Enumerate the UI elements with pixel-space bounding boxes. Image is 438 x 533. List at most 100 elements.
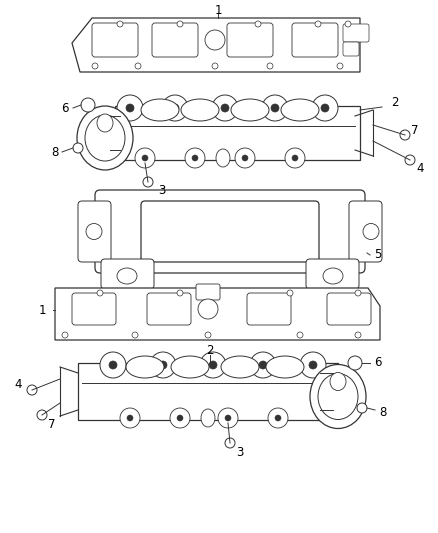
Polygon shape [55, 288, 380, 340]
Ellipse shape [171, 104, 179, 112]
Ellipse shape [221, 104, 229, 112]
FancyBboxPatch shape [92, 23, 138, 57]
Polygon shape [72, 18, 360, 72]
Ellipse shape [218, 408, 238, 428]
Ellipse shape [323, 268, 343, 284]
Ellipse shape [141, 99, 179, 121]
Ellipse shape [259, 361, 267, 369]
Ellipse shape [400, 130, 410, 140]
Ellipse shape [126, 356, 164, 378]
Ellipse shape [97, 114, 113, 132]
Ellipse shape [255, 21, 261, 27]
Ellipse shape [235, 148, 255, 168]
Text: 6: 6 [61, 101, 69, 115]
FancyBboxPatch shape [306, 259, 359, 289]
Ellipse shape [357, 403, 367, 413]
Ellipse shape [201, 409, 215, 427]
FancyBboxPatch shape [141, 201, 319, 262]
Ellipse shape [177, 21, 183, 27]
Ellipse shape [321, 104, 329, 112]
Ellipse shape [345, 21, 351, 27]
Ellipse shape [120, 408, 140, 428]
Ellipse shape [242, 155, 248, 161]
Ellipse shape [85, 115, 125, 161]
Ellipse shape [300, 352, 326, 378]
FancyBboxPatch shape [247, 293, 291, 325]
Ellipse shape [100, 352, 126, 378]
Ellipse shape [355, 290, 361, 296]
Ellipse shape [250, 352, 276, 378]
Bar [110, 116, 130, 150]
Ellipse shape [77, 106, 133, 170]
Ellipse shape [126, 104, 134, 112]
Ellipse shape [337, 63, 343, 69]
Ellipse shape [355, 332, 361, 338]
Text: 3: 3 [158, 183, 166, 197]
FancyBboxPatch shape [292, 23, 338, 57]
Ellipse shape [185, 148, 205, 168]
Ellipse shape [117, 21, 123, 27]
Ellipse shape [268, 408, 288, 428]
Ellipse shape [159, 361, 167, 369]
Ellipse shape [225, 438, 235, 448]
Ellipse shape [200, 352, 226, 378]
Ellipse shape [177, 290, 183, 296]
Ellipse shape [330, 373, 346, 391]
Ellipse shape [363, 223, 379, 239]
Ellipse shape [177, 415, 183, 421]
Ellipse shape [292, 155, 298, 161]
Ellipse shape [62, 332, 68, 338]
Ellipse shape [170, 408, 190, 428]
Text: 2: 2 [391, 96, 399, 109]
Text: 7: 7 [48, 418, 56, 432]
Ellipse shape [348, 356, 362, 370]
Ellipse shape [271, 104, 279, 112]
Ellipse shape [212, 63, 218, 69]
Ellipse shape [275, 415, 281, 421]
Ellipse shape [281, 99, 319, 121]
Ellipse shape [267, 63, 273, 69]
Ellipse shape [135, 148, 155, 168]
Text: 7: 7 [411, 124, 419, 136]
FancyBboxPatch shape [343, 42, 359, 56]
Text: 8: 8 [51, 146, 59, 158]
Ellipse shape [86, 223, 102, 239]
Ellipse shape [225, 415, 231, 421]
Ellipse shape [37, 410, 47, 420]
Ellipse shape [309, 361, 317, 369]
Ellipse shape [73, 143, 83, 153]
Ellipse shape [181, 99, 219, 121]
Ellipse shape [310, 365, 366, 429]
Ellipse shape [198, 299, 218, 319]
Text: 8: 8 [379, 406, 387, 418]
Ellipse shape [97, 290, 103, 296]
FancyBboxPatch shape [147, 293, 191, 325]
Ellipse shape [142, 155, 148, 161]
Ellipse shape [318, 374, 358, 419]
FancyBboxPatch shape [227, 23, 273, 57]
Text: 5: 5 [374, 248, 381, 262]
Ellipse shape [109, 361, 117, 369]
FancyBboxPatch shape [343, 24, 369, 42]
Ellipse shape [171, 356, 209, 378]
FancyBboxPatch shape [72, 293, 116, 325]
FancyBboxPatch shape [196, 284, 220, 300]
Text: 6: 6 [374, 357, 382, 369]
Ellipse shape [81, 98, 95, 112]
Ellipse shape [192, 155, 198, 161]
Ellipse shape [117, 268, 137, 284]
Ellipse shape [150, 352, 176, 378]
FancyBboxPatch shape [95, 190, 365, 273]
Ellipse shape [209, 361, 217, 369]
FancyBboxPatch shape [101, 259, 154, 289]
FancyBboxPatch shape [78, 201, 111, 262]
Ellipse shape [315, 21, 321, 27]
Ellipse shape [266, 356, 304, 378]
Ellipse shape [127, 415, 133, 421]
Ellipse shape [205, 332, 211, 338]
Ellipse shape [216, 149, 230, 167]
Text: 4: 4 [416, 161, 424, 174]
Ellipse shape [262, 95, 288, 121]
Ellipse shape [162, 95, 188, 121]
FancyBboxPatch shape [327, 293, 371, 325]
